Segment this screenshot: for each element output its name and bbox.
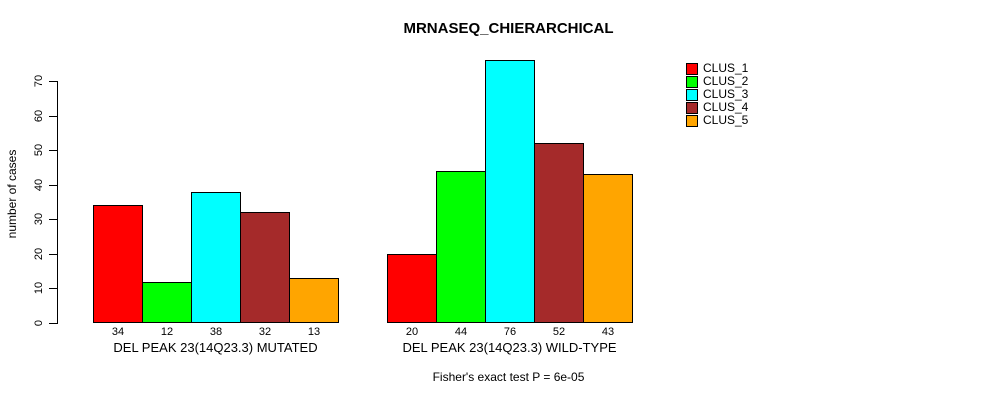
bar-clus_1-group2 — [387, 254, 437, 323]
legend-item: CLUS_1 — [686, 62, 748, 75]
bar-value-label: 12 — [160, 326, 174, 338]
y-axis-line — [57, 81, 58, 324]
group-label: DEL PEAK 23(14Q23.3) WILD-TYPE — [402, 340, 617, 355]
legend-label: CLUS_3 — [703, 87, 749, 101]
bar-value-label: 52 — [552, 326, 566, 338]
bar-value-label: 43 — [601, 326, 615, 338]
legend-item: CLUS_4 — [686, 101, 748, 114]
y-tick-label: 60 — [33, 109, 45, 123]
bar-clus_1-group1 — [93, 205, 143, 323]
y-tick-mark — [49, 288, 57, 289]
bar-clus_3-group2 — [485, 60, 535, 323]
bar-value-label: 38 — [209, 326, 223, 338]
bar-value-label: 13 — [307, 326, 321, 338]
y-tick-mark — [49, 116, 57, 117]
annotation-text: Fisher's exact test P = 6e-05 — [432, 370, 585, 384]
y-axis-label: number of cases — [5, 149, 19, 239]
bar-value-label: 44 — [454, 326, 468, 338]
legend-swatch-clus_2 — [686, 75, 698, 88]
bar-value-label: 32 — [258, 326, 272, 338]
y-tick-mark — [49, 185, 57, 186]
y-tick-label: 0 — [33, 319, 45, 327]
bar-clus_5-group1 — [289, 278, 339, 323]
y-tick-label: 50 — [33, 143, 45, 157]
group-label: DEL PEAK 23(14Q23.3) MUTATED — [113, 340, 318, 355]
legend-label: CLUS_2 — [703, 74, 749, 88]
legend-item: CLUS_3 — [686, 88, 748, 101]
bar-value-label: 34 — [111, 326, 125, 338]
y-tick-label: 40 — [33, 178, 45, 192]
bar-clus_4-group2 — [534, 143, 584, 323]
legend-swatch-clus_5 — [686, 114, 698, 127]
y-tick-mark — [49, 254, 57, 255]
legend-label: CLUS_1 — [703, 61, 749, 75]
bar-clus_4-group1 — [240, 212, 290, 323]
legend-item: CLUS_5 — [686, 114, 748, 127]
y-tick-mark — [49, 150, 57, 151]
bar-value-label: 20 — [405, 326, 419, 338]
legend-swatch-clus_4 — [686, 101, 698, 114]
y-tick-label: 70 — [33, 74, 45, 88]
y-tick-mark — [49, 81, 57, 82]
legend-item: CLUS_2 — [686, 75, 748, 88]
bar-clus_2-group1 — [142, 282, 192, 323]
legend-label: CLUS_4 — [703, 100, 749, 114]
y-tick-label: 10 — [33, 281, 45, 295]
legend: CLUS_1 CLUS_2 CLUS_3 CLUS_4 CLUS_5 — [686, 62, 748, 127]
bar-clus_3-group1 — [191, 192, 241, 323]
chart-title: MRNASEQ_CHIERARCHICAL — [403, 20, 614, 37]
legend-swatch-clus_3 — [686, 88, 698, 101]
bar-value-label: 76 — [503, 326, 517, 338]
y-tick-mark — [49, 219, 57, 220]
legend-swatch-clus_1 — [686, 62, 698, 75]
y-tick-label: 20 — [33, 247, 45, 261]
legend-label: CLUS_5 — [703, 113, 749, 127]
bar-clus_2-group2 — [436, 171, 486, 323]
y-tick-label: 30 — [33, 212, 45, 226]
bar-clus_5-group2 — [583, 174, 633, 323]
y-tick-mark — [49, 323, 57, 324]
